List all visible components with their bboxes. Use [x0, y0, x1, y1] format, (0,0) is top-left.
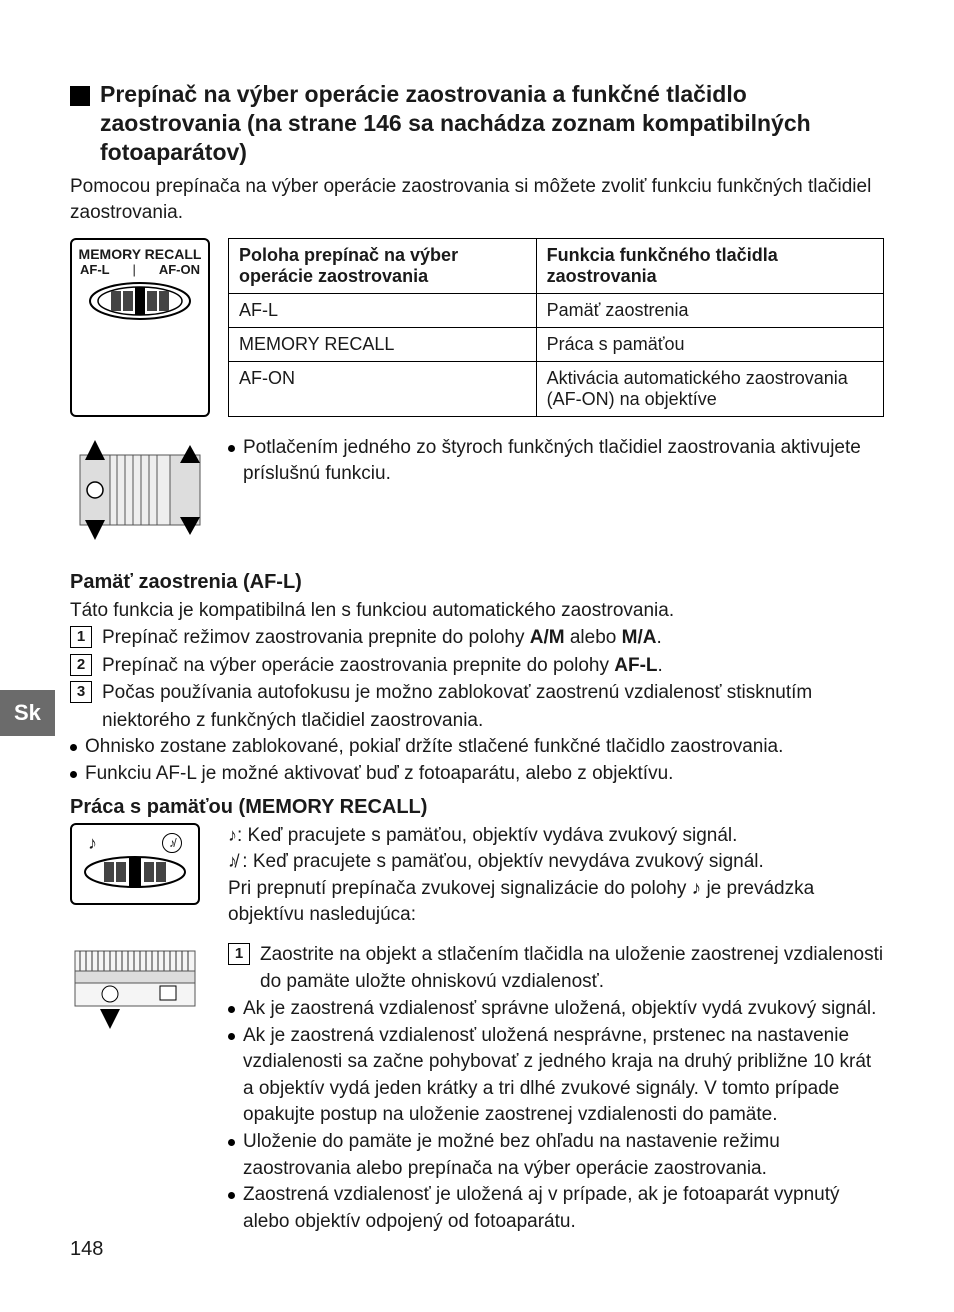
afl-step-2: 2 Prepínač na výber operácie zaostrovani…: [70, 652, 884, 680]
intro-text: Pomocou prepínača na výber operácie zaos…: [70, 174, 884, 225]
lens-buttons-diagram: [70, 435, 210, 545]
bullet-icon: [228, 445, 235, 452]
sound-switch-diagram: ♪ ♪̸: [70, 823, 210, 929]
page-number: 148: [70, 1238, 103, 1261]
afl-step-1: 1 Prepínač režimov zaostrovania prepnite…: [70, 624, 884, 652]
heading-marker: [70, 86, 90, 106]
heading-row: Prepínač na výber operácie zaostrovania …: [70, 80, 884, 166]
step-number-icon: 3: [70, 681, 92, 703]
page-heading: Prepínač na výber operácie zaostrovania …: [100, 80, 884, 166]
switch-right-label: AF-ON: [159, 262, 200, 277]
activate-note: Potlačením jedného zo štyroch funkčných …: [228, 435, 884, 545]
afl-step3-text: Počas používania autofokusu je možno zab…: [102, 679, 884, 734]
lens-save-diagram: [70, 941, 210, 1235]
music-note-icon: ♪: [228, 825, 237, 845]
sound-knob-icon: [80, 854, 190, 890]
focus-mode-table: Poloha prepínač na výber operácie zaostr…: [228, 238, 884, 417]
memory-b1-text: Ak je zaostrená vzdialenosť správne ulož…: [243, 996, 876, 1023]
table-cell: MEMORY RECALL: [229, 327, 537, 361]
afl-step2-c: .: [658, 655, 663, 676]
music-note-icon: ♪: [88, 833, 97, 854]
switch-table-row: MEMORY RECALL AF-L | AF-ON Poloha prepín…: [70, 238, 884, 417]
memory-b3-text: Uloženie do pamäte je možné bez ohľadu n…: [243, 1129, 884, 1182]
afl-bullet-1: Ohnisko zostane zablokované, pokiaľ drží…: [70, 734, 884, 761]
afl-step1-a: Prepínač režimov zaostrovania prepnite d…: [102, 627, 530, 648]
memory-bullet-1: Ak je zaostrená vzdialenosť správne ulož…: [228, 996, 884, 1023]
afl-compat: Táto funkcia je kompatibilná len s funkc…: [70, 598, 884, 625]
bullet-icon: [228, 1006, 235, 1013]
step-number-icon: 2: [70, 654, 92, 676]
memory-section: Práca s pamäťou (MEMORY RECALL) ♪ ♪̸ ♪:: [70, 796, 884, 1236]
memory-step-1: 1 Zaostrite na objekt a stlačením tlačid…: [228, 941, 884, 996]
switch-divider: |: [133, 262, 136, 277]
bullet-icon: [228, 1139, 235, 1146]
afl-step2-a: Prepínač na výber operácie zaostrovania …: [102, 655, 614, 676]
memory-b2-text: Ak je zaostrená vzdialenosť uložená nesp…: [243, 1023, 884, 1129]
afl-step1-e: .: [656, 627, 661, 648]
table-cell: AF-ON: [229, 361, 537, 416]
memory-bullet-3: Uloženie do pamäte je možné bez ohľadu n…: [228, 1129, 884, 1182]
bullet-icon: [228, 1192, 235, 1199]
memory-steps-row: 1 Zaostrite na objekt a stlačením tlačid…: [70, 941, 884, 1235]
switch-knob-icon: [76, 281, 204, 321]
switch-top-label: MEMORY RECALL: [76, 246, 204, 262]
afl-section: Pamäť zaostrenia (AF-L) Táto funkcia je …: [70, 571, 884, 788]
memory-sound-text: ♪: Keď pracujete s pamäťou, objektív vyd…: [228, 823, 884, 929]
memory-bullet-2: Ak je zaostrená vzdialenosť uložená nesp…: [228, 1023, 884, 1129]
table-cell: Pamäť zaostrenia: [536, 293, 883, 327]
bullet-icon: [70, 744, 77, 751]
memory-steps-col: 1 Zaostrite na objekt a stlačením tlačid…: [228, 941, 884, 1235]
afl-step1-d: M/A: [622, 627, 657, 648]
afl-step2-b: AF-L: [614, 655, 657, 676]
sound-switch-note: Pri prepnutí prepínača zvukovej signaliz…: [228, 876, 884, 929]
memory-step1-text: Zaostrite na objekt a stlačením tlačidla…: [260, 941, 884, 996]
afl-bullet1-text: Ohnisko zostane zablokované, pokiaľ drží…: [85, 734, 783, 761]
activate-note-text: Potlačením jedného zo štyroch funkčných …: [243, 435, 884, 545]
table-cell: Aktivácia automatického zaostrovania (AF…: [536, 361, 883, 416]
step-number-icon: 1: [70, 626, 92, 648]
bullet-icon: [228, 1033, 235, 1040]
afl-step1-b: A/M: [530, 627, 565, 648]
table-row: MEMORY RECALL Práca s pamäťou: [229, 327, 884, 361]
mute-icon: ♪̸: [228, 851, 237, 871]
table-cell: Práca s pamäťou: [536, 327, 883, 361]
afl-title: Pamäť zaostrenia (AF-L): [70, 571, 884, 594]
activate-row: Potlačením jedného zo štyroch funkčných …: [70, 435, 884, 545]
afl-bullet2-text: Funkciu AF-L je možné aktivovať buď z fo…: [85, 761, 673, 788]
sound-off-text: : Keď pracujete s pamäťou, objektív nevy…: [237, 851, 764, 872]
table-header-1: Poloha prepínač na výber operácie zaostr…: [229, 238, 537, 293]
step-number-icon: 1: [228, 943, 250, 965]
bullet-icon: [70, 771, 77, 778]
memory-b4-text: Zaostrená vzdialenosť je uložená aj v pr…: [243, 1182, 884, 1235]
sound-on-text: : Keď pracujete s pamäťou, objektív vydá…: [237, 825, 737, 846]
afl-step1-c: alebo: [565, 627, 622, 648]
table-header-2: Funkcia funkčného tlačidla zaostrovania: [536, 238, 883, 293]
table-row: AF-ON Aktivácia automatického zaostrovan…: [229, 361, 884, 416]
memory-bullet-4: Zaostrená vzdialenosť je uložená aj v pr…: [228, 1182, 884, 1235]
afl-bullet-2: Funkciu AF-L je možné aktivovať buď z fo…: [70, 761, 884, 788]
memory-sound-row: ♪ ♪̸ ♪: Keď pracujete s pamäťou, objektí…: [70, 823, 884, 929]
memory-title: Práca s pamäťou (MEMORY RECALL): [70, 796, 884, 819]
table-row: AF-L Pamäť zaostrenia: [229, 293, 884, 327]
language-tab: Sk: [0, 690, 55, 736]
table-cell: AF-L: [229, 293, 537, 327]
mute-icon: ♪̸: [162, 833, 182, 853]
focus-switch-diagram: MEMORY RECALL AF-L | AF-ON: [70, 238, 210, 417]
afl-step-3: 3 Počas používania autofokusu je možno z…: [70, 679, 884, 734]
switch-left-label: AF-L: [80, 262, 110, 277]
